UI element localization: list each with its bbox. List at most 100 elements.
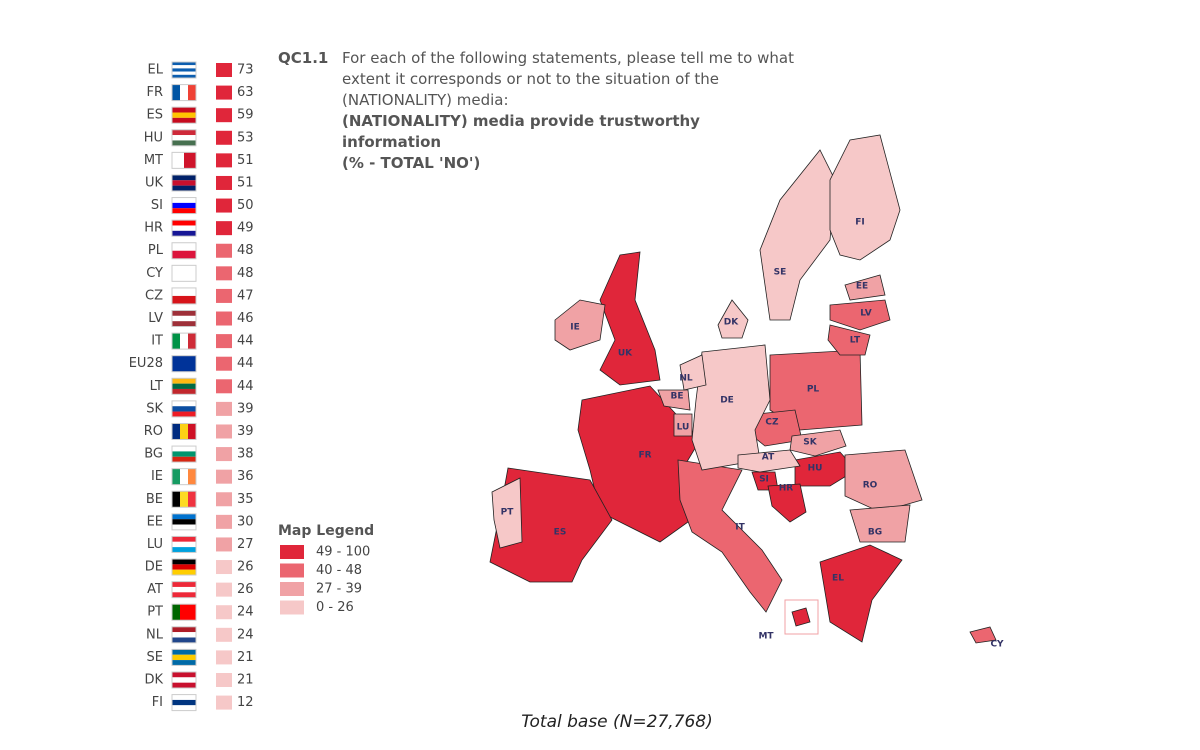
value: 59 xyxy=(237,108,254,123)
value: 39 xyxy=(237,424,254,439)
flag xyxy=(171,355,197,373)
map-label: BG xyxy=(868,528,882,538)
flag-border xyxy=(171,332,197,350)
country-code: PL xyxy=(148,243,164,258)
value-swatch xyxy=(216,469,232,484)
flag-stripe xyxy=(172,265,196,274)
flag-stripe xyxy=(172,378,196,384)
country-code: CZ xyxy=(145,288,163,303)
flag xyxy=(171,197,197,215)
value-swatch xyxy=(216,514,232,529)
flag xyxy=(171,535,197,553)
country-shape xyxy=(827,324,871,356)
value-swatch xyxy=(216,288,232,303)
flag-border xyxy=(171,197,197,215)
legend-swatch xyxy=(280,563,304,578)
flag-stripe xyxy=(172,242,196,251)
flag-stripe xyxy=(172,468,180,485)
flag-stripe xyxy=(180,333,188,350)
flag-stripe xyxy=(172,220,196,226)
flag-stripe xyxy=(172,564,196,570)
flag-stripe xyxy=(172,536,196,542)
value: 24 xyxy=(237,605,254,620)
value: 46 xyxy=(237,311,254,326)
flag-stripe xyxy=(172,333,180,350)
value: 36 xyxy=(237,469,254,484)
flag-stripe xyxy=(180,468,188,485)
flag xyxy=(171,242,197,260)
country-shape xyxy=(829,134,901,261)
flag-border xyxy=(171,84,197,102)
value-swatch xyxy=(216,424,232,439)
value-swatch xyxy=(216,356,232,371)
flag-stripe xyxy=(172,592,196,598)
flag-stripe xyxy=(172,321,196,327)
flag-stripe xyxy=(172,400,196,407)
value: 50 xyxy=(237,198,254,213)
value: 30 xyxy=(237,514,254,529)
map-label: NL xyxy=(679,374,693,384)
flag xyxy=(171,310,197,328)
value-swatch xyxy=(216,447,232,462)
legend-swatch xyxy=(280,582,304,596)
map-label: BE xyxy=(670,392,683,402)
flag xyxy=(171,377,197,395)
flag-stripe xyxy=(180,84,188,101)
flag-stripe xyxy=(172,84,180,101)
footer: Total base (N=27,768) xyxy=(521,712,713,732)
value-swatch xyxy=(216,492,232,507)
flag-stripe xyxy=(172,586,196,593)
flag-border xyxy=(171,648,197,666)
value-swatch xyxy=(216,108,232,123)
legend-title: Map Legend xyxy=(278,523,374,539)
country-code: HR xyxy=(144,221,163,236)
flag-stripe xyxy=(172,541,196,548)
country-code: IT xyxy=(151,334,163,349)
flag-border xyxy=(171,129,197,147)
flag-stripe xyxy=(172,355,196,372)
flag-border xyxy=(171,581,197,599)
flag-border xyxy=(171,603,197,621)
flag xyxy=(171,84,197,102)
flag-border xyxy=(171,377,197,395)
country-shape xyxy=(599,251,661,386)
map-label: CZ xyxy=(765,418,779,428)
map-label: ES xyxy=(554,528,567,538)
map-label: DK xyxy=(724,318,739,328)
flag-border xyxy=(171,626,197,644)
value: 48 xyxy=(237,266,254,281)
value: 21 xyxy=(237,673,254,688)
legend-label: 27 - 39 xyxy=(316,582,362,597)
flag-stripe xyxy=(172,174,196,181)
flag-stripe xyxy=(188,604,196,621)
flag-stripe xyxy=(172,524,196,530)
flag xyxy=(171,445,197,463)
flag-stripe xyxy=(172,632,196,638)
country-shape xyxy=(767,483,807,523)
value-swatch xyxy=(216,627,232,642)
flag-stripe xyxy=(188,423,196,440)
flag xyxy=(171,264,197,282)
country-code: FR xyxy=(146,85,163,100)
flag-stripe xyxy=(172,74,196,78)
value: 27 xyxy=(237,537,254,552)
flag-border xyxy=(171,468,197,486)
country-shape xyxy=(849,504,911,543)
map-label: LU xyxy=(677,423,690,433)
flag xyxy=(171,490,197,508)
flag-border xyxy=(171,219,197,237)
flag xyxy=(171,106,197,124)
country-shape xyxy=(677,459,783,613)
value-swatch xyxy=(216,266,232,281)
country-code: EE xyxy=(147,514,163,529)
flag-border xyxy=(171,400,197,418)
flag xyxy=(171,626,197,644)
value-swatch xyxy=(216,85,232,100)
country-code: EL xyxy=(148,63,164,78)
flag-stripe xyxy=(172,649,196,655)
map-label: SI xyxy=(759,475,769,485)
value: 12 xyxy=(237,695,254,710)
country-code: NL xyxy=(146,627,164,642)
flag-stripe xyxy=(172,315,196,322)
flag xyxy=(171,422,197,440)
